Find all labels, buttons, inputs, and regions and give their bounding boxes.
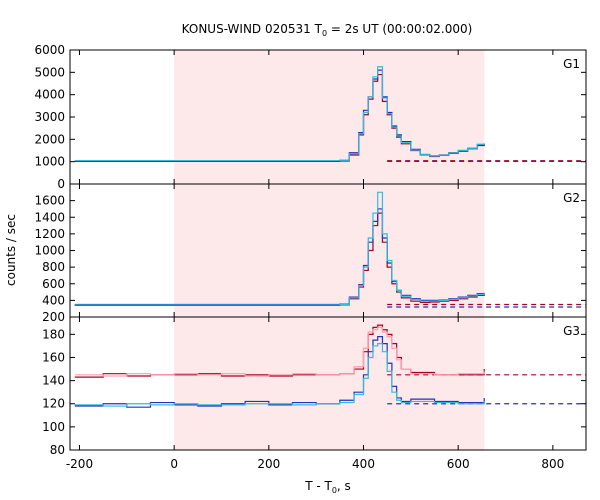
highlight-band-G1 [174, 50, 485, 184]
panel-label-G2: G2 [563, 191, 580, 205]
highlight-band-G3 [174, 317, 485, 450]
y-tick-label-G1-0: 0 [57, 177, 65, 191]
tick-layer: 0100020003000400050006000200400600800100… [34, 43, 586, 471]
y-tick-label-G2-200: 200 [42, 310, 65, 324]
y-tick-label-G3-80: 80 [50, 443, 65, 457]
y-tick-label-G3-140: 140 [42, 374, 65, 388]
series-G2-cyan [74, 191, 485, 306]
y-tick-label-G1-1000: 1000 [34, 155, 65, 169]
y-tick-label-G1-2000: 2000 [34, 132, 65, 146]
highlight-band-G2 [174, 184, 485, 317]
y-tick-label-G2-800: 800 [42, 260, 65, 274]
y-tick-label-G2-1200: 1200 [34, 227, 65, 241]
x-tick-label--200: -200 [66, 457, 93, 471]
x-tick-label-200: 200 [257, 457, 280, 471]
y-tick-label-G2-600: 600 [42, 277, 65, 291]
y-tick-label-G2-1000: 1000 [34, 244, 65, 258]
chart-title: KONUS-WIND 020531 T0 = 2s UT (00:00:02.0… [182, 22, 473, 38]
x-tick-label-600: 600 [447, 457, 470, 471]
highlight-layer [174, 50, 485, 450]
x-tick-label-0: 0 [170, 457, 178, 471]
x-axis-label: T - T0, s [304, 479, 351, 495]
y-tick-label-G2-400: 400 [42, 293, 65, 307]
chart-title-subscript: 0 [322, 29, 327, 38]
series-G3-cyan [74, 343, 485, 407]
y-tick-label-G3-120: 120 [42, 397, 65, 411]
y-tick-label-G2-1600: 1600 [34, 194, 65, 208]
background-level-layer [387, 160, 586, 405]
y-tick-label-G3-100: 100 [42, 420, 65, 434]
y-tick-label-G3-180: 180 [42, 327, 65, 341]
y-tick-label-G1-6000: 6000 [34, 43, 65, 57]
y-tick-label-G1-3000: 3000 [34, 110, 65, 124]
y-tick-label-G2-1400: 1400 [34, 210, 65, 224]
y-tick-label-G3-160: 160 [42, 350, 65, 364]
x-tick-label-800: 800 [541, 457, 564, 471]
x-axis-label-subscript: 0 [332, 486, 337, 495]
series-G3-pink [74, 326, 485, 377]
panel-label-G1: G1 [563, 57, 580, 71]
panel-label-G3: G3 [563, 324, 580, 338]
series-G1-cyan [74, 66, 485, 162]
y-axis-label: counts / sec [4, 214, 18, 286]
series-layer [74, 66, 485, 408]
y-tick-label-G1-4000: 4000 [34, 88, 65, 102]
y-tick-label-G1-5000: 5000 [34, 65, 65, 79]
x-tick-label-400: 400 [352, 457, 375, 471]
panel-label-layer: G1 G2 G3 [563, 57, 580, 338]
panel-frame-G3 [69, 316, 587, 451]
